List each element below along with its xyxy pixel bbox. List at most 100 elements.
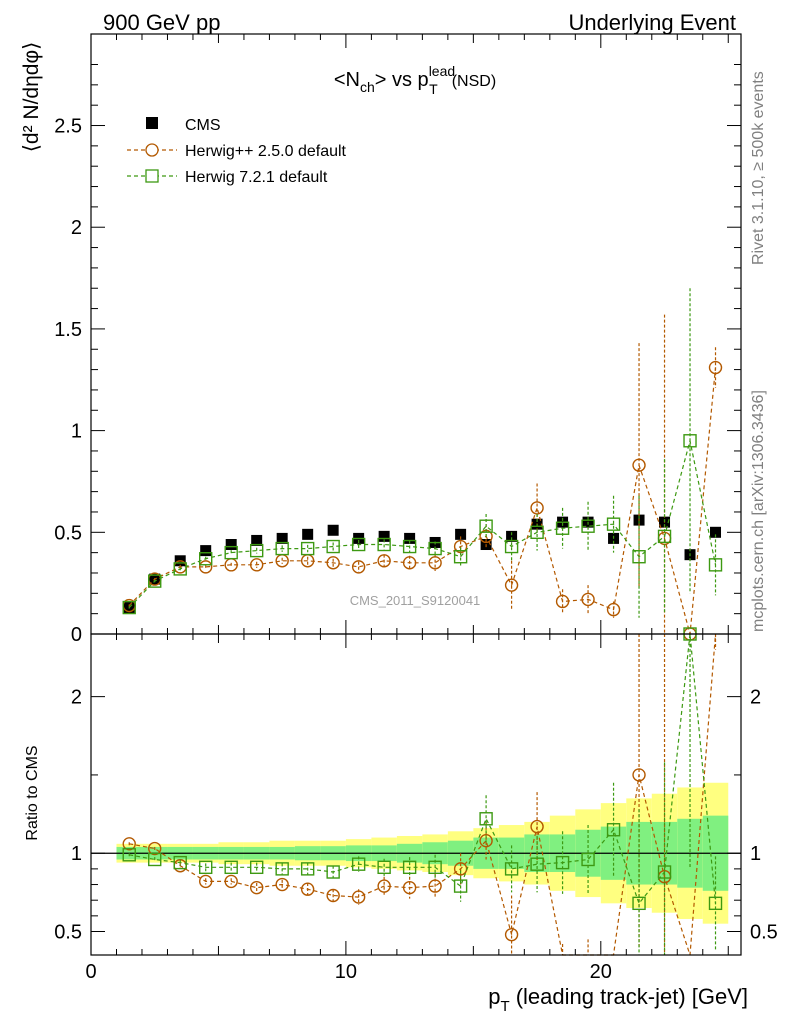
- main-y-tick-label: 0.5: [54, 522, 82, 544]
- legend-marker-herwigpp: [145, 143, 159, 157]
- herwigpp-point: [555, 594, 570, 609]
- cms-point: [506, 530, 518, 542]
- source-reference-label: mcplots.cern.ch [arXiv:1306.3436]: [750, 390, 767, 632]
- herwig7-point: [555, 521, 570, 535]
- cms-point: [710, 526, 722, 538]
- herwig7-ratio-point: [606, 823, 621, 837]
- herwig7-ratio-point: [326, 865, 340, 879]
- legend-label-cms: CMS: [185, 117, 221, 134]
- legend-marker-herwig7: [145, 169, 159, 183]
- herwig7-ratio-point: [453, 879, 468, 893]
- rivet-version-label: Rivet 3.1.10, ≥ 500k events: [750, 71, 767, 265]
- herwig7-point: [173, 562, 187, 576]
- herwigpp-ratio-point: [275, 877, 289, 892]
- herwig7-ratio-point: [555, 855, 570, 870]
- herwig7-line: [128, 440, 717, 609]
- herwig7-ratio-point: [530, 857, 544, 871]
- herwigpp-point: [504, 578, 519, 592]
- herwig7-ratio-point: [351, 857, 366, 871]
- legend: CMS Herwig++ 2.5.0 default Herwig 7.2.1 …: [127, 117, 347, 186]
- herwigpp-ratio-point: [224, 874, 238, 889]
- herwig7-ratio-line: [129, 633, 717, 905]
- herwig7-point: [708, 558, 723, 572]
- herwig7-ratio-point: [632, 896, 646, 911]
- herwigpp-point: [708, 360, 723, 375]
- herwigpp-ratio-point: [479, 833, 493, 848]
- herwig7-ratio-point: [402, 860, 417, 875]
- main-y-tick-label: 1: [71, 421, 82, 443]
- main-y-tick-label: 1.5: [54, 319, 82, 341]
- legend-label-herwigpp: Herwig++ 2.5.0 default: [185, 143, 347, 160]
- legend-marker-cms: [146, 117, 158, 129]
- herwigpp-point: [199, 560, 213, 574]
- herwigpp-ratio-point: [377, 879, 391, 893]
- herwig7-ratio-point: [504, 862, 519, 876]
- ratio-y-tick-label-right: 0.5: [750, 922, 778, 944]
- herwig7-point: [351, 537, 366, 552]
- cms-point: [276, 532, 288, 544]
- x-tick-label: 0: [85, 961, 96, 983]
- herwig7-point: [606, 517, 621, 531]
- herwigpp-point: [530, 501, 544, 515]
- herwig7-point: [377, 537, 391, 552]
- herwig7-ratio-point: [581, 852, 595, 867]
- herwig7-point: [479, 519, 493, 533]
- herwig7-point: [530, 525, 544, 540]
- herwig7-ratio-point: [122, 848, 136, 862]
- ratio-uncertainty-bands: [91, 782, 741, 924]
- herwig7-point: [326, 539, 340, 554]
- main-y-axis-label: ⟨d² N/dηdφ⟩: [20, 42, 43, 153]
- herwig7-point: [428, 541, 442, 556]
- herwig7-ratio-point: [428, 860, 442, 875]
- herwig7-point: [453, 550, 468, 564]
- cms-point: [251, 534, 263, 546]
- herwig7-ratio-point: [224, 860, 238, 875]
- main-y-tick-label: 2.5: [54, 116, 82, 138]
- herwig7-ratio-point: [249, 860, 264, 875]
- herwigpp-point: [606, 602, 621, 617]
- herwig7-point: [122, 600, 136, 615]
- herwig7-point: [657, 529, 672, 544]
- plot-title: <Nch> vs plead T (NSD): [334, 63, 496, 97]
- herwigpp-point: [402, 556, 417, 570]
- process-label: Underlying Event: [568, 10, 736, 35]
- herwig7-point: [275, 541, 289, 556]
- herwig7-ratio-point: [300, 862, 315, 876]
- herwigpp-point: [453, 539, 468, 554]
- cms-point: [455, 528, 467, 540]
- collision-label: 900 GeV pp: [103, 10, 220, 35]
- herwigpp-point: [249, 558, 264, 572]
- herwig7-ratio-point: [148, 852, 162, 867]
- x-axis-label: pT (leading track-jet) [GeV]: [488, 984, 748, 1015]
- herwig7-point: [224, 545, 238, 560]
- herwigpp-point: [351, 560, 366, 574]
- herwig7-ratio-point: [708, 896, 723, 911]
- ratio-y-tick-label: 1: [71, 843, 82, 865]
- main-y-tick-label: 2: [71, 217, 82, 239]
- herwigpp-point: [428, 556, 442, 570]
- herwigpp-ratio-point: [632, 768, 646, 782]
- herwig7-point: [300, 541, 315, 556]
- cms-point: [200, 545, 212, 557]
- ratio-y-tick-label-right: 2: [750, 687, 761, 709]
- herwigpp-ratio-point: [148, 841, 162, 856]
- herwig7-ratio-point: [657, 865, 672, 879]
- herwigpp-ratio-point: [351, 890, 366, 904]
- herwig7-point: [249, 543, 264, 558]
- cms-point: [404, 532, 416, 544]
- herwigpp-ratio-point: [122, 837, 136, 851]
- herwig7-ratio-point: [275, 862, 289, 876]
- herwigpp-ratio-point: [249, 880, 264, 895]
- ratio-y-tick-label-right: 1: [750, 843, 761, 865]
- cms-point: [302, 528, 314, 540]
- analysis-id-watermark: CMS_2011_S9120041: [350, 593, 481, 608]
- x-tick-label: 10: [335, 961, 357, 983]
- ratio-y-tick-label: 0.5: [54, 922, 82, 944]
- ratio-y-tick-label: 2: [71, 687, 82, 709]
- ratio-series: [122, 627, 723, 956]
- cms-point: [378, 530, 390, 542]
- herwig7-ratio-point: [173, 855, 187, 870]
- herwig7-point: [683, 434, 697, 448]
